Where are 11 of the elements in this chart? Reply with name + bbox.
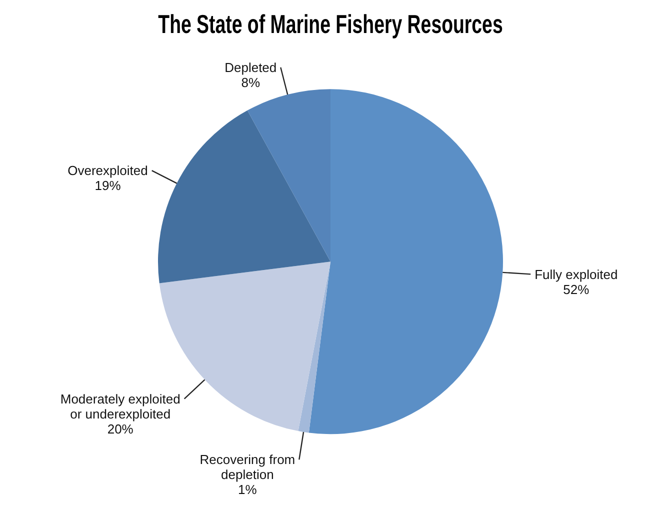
slice-label: Depleted — [224, 60, 277, 75]
slice-label: Recovering from depletion — [200, 452, 296, 482]
data-label: 8% — [241, 74, 260, 90]
data-label: 52% — [563, 282, 590, 297]
slice-label: Moderately exploited or underexploited — [60, 391, 180, 422]
data-label: 19% — [94, 178, 122, 194]
slice-label: Overexploited — [68, 163, 148, 178]
slice-label: Fully exploited — [534, 266, 618, 282]
data-label: 1% — [238, 482, 258, 498]
chart-title: The State of Marine Fishery Resources — [158, 10, 503, 39]
data-label: 20% — [107, 421, 134, 436]
